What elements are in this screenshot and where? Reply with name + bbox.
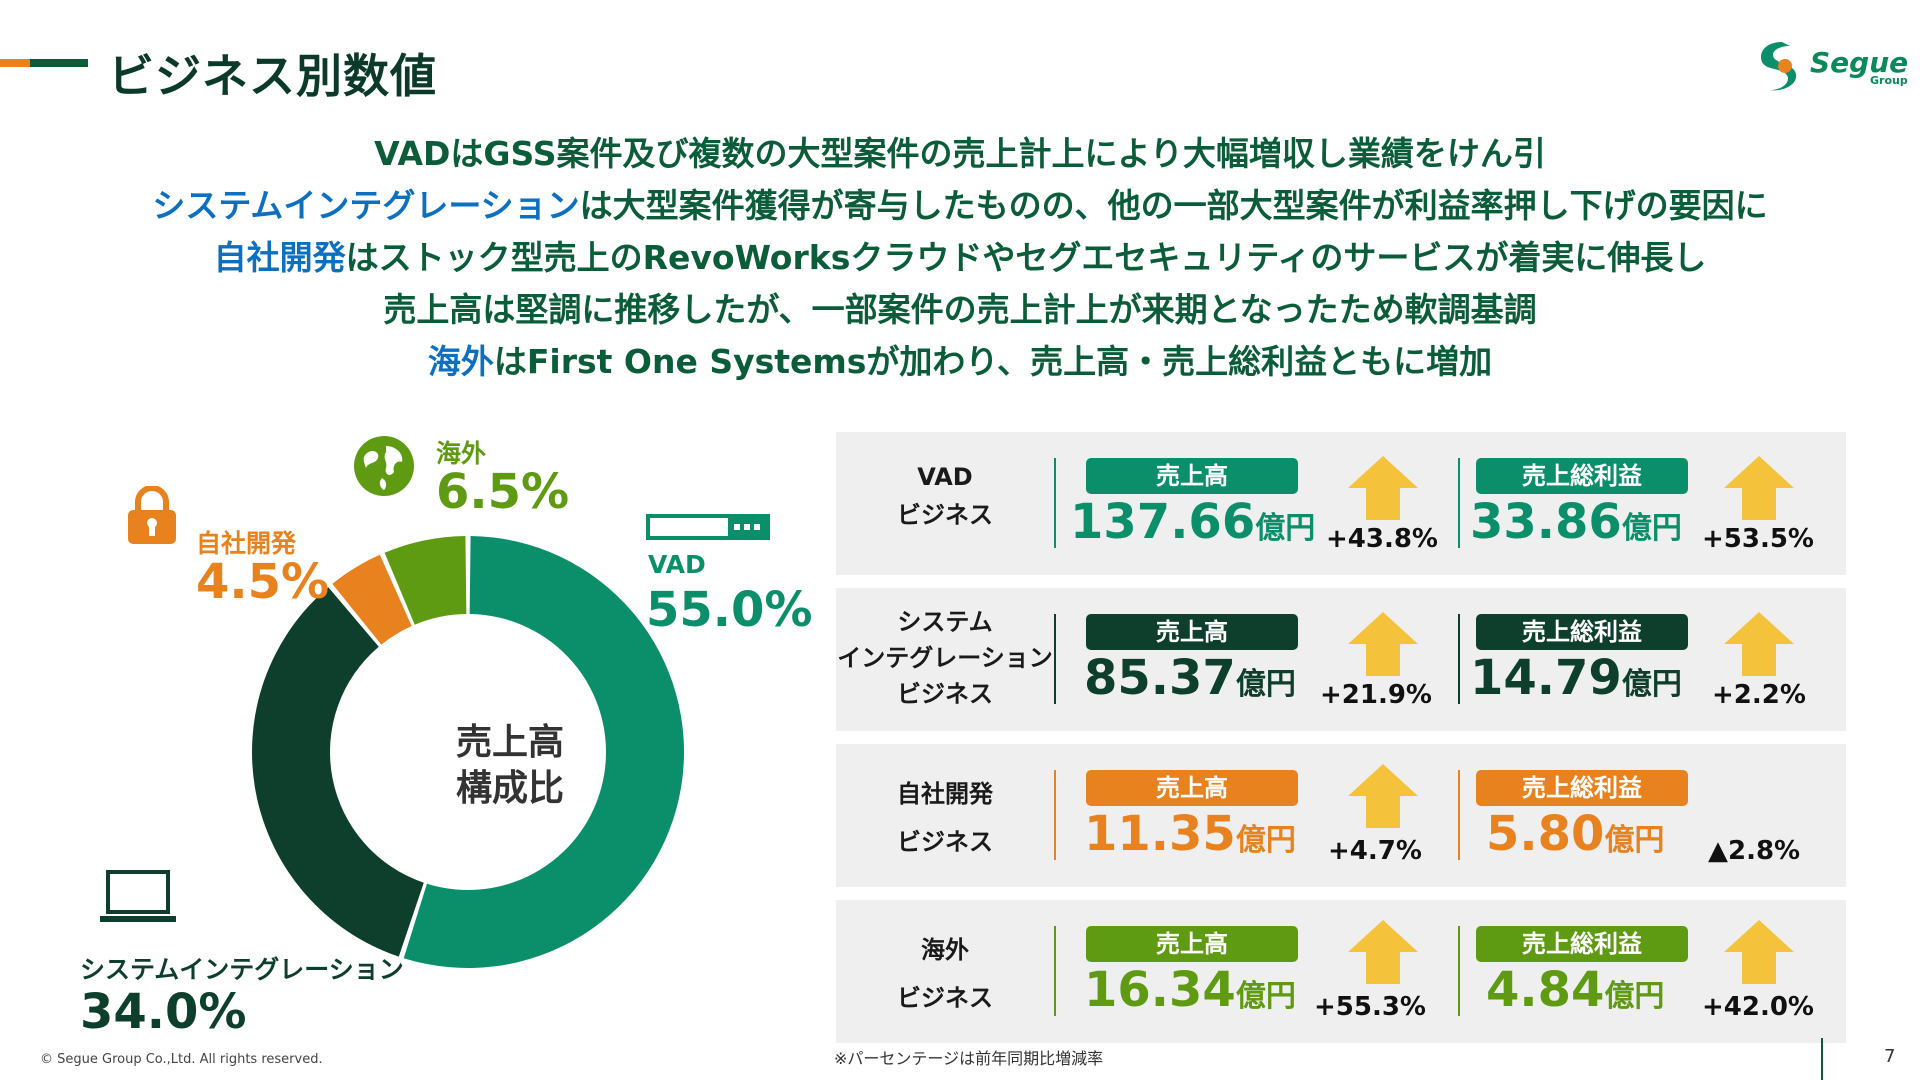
page-number-divider (1821, 1038, 1823, 1080)
center-label-line-2: 構成比 (455, 768, 564, 809)
own-dev-slice-pct: 4.5% (196, 554, 330, 610)
footnote: ※パーセンテージは前年同期比増減率 (834, 1049, 1104, 1068)
si-slice (251, 587, 424, 957)
row-si: システム インテグレーション ビジネス 売上高 85.37億円 +21.9% 売上総… (836, 588, 1846, 731)
copyright: © Segue Group Co.,Ltd. All rights reserv… (40, 1052, 323, 1067)
vad-slice-pct: 55.0% (646, 582, 813, 638)
laptop-icon (100, 870, 176, 922)
row-title: VAD ビジネス (897, 463, 993, 529)
row-title: 自社開発 ビジネス (897, 780, 993, 856)
row-title: 海外 ビジネス (897, 936, 993, 1012)
sales-change: +21.9% (1320, 680, 1432, 710)
summary-line-2: システムインテグレーションは大型案件獲得が寄与したものの、他の一部大型案件が利益… (152, 186, 1768, 225)
divider (1054, 614, 1056, 704)
donut-center-label: 売上高 構成比 (400, 720, 620, 812)
divider (1458, 926, 1460, 1016)
profit-label: 売上総利益 (1476, 614, 1688, 650)
globe-icon (354, 436, 414, 496)
sales-change: +55.3% (1314, 992, 1426, 1022)
summary: VADはGSS案件及び複数の大型案件の売上計上により大幅増収し業績をけん引 シス… (0, 128, 1920, 388)
own-dev-slice (332, 554, 412, 645)
title-accent-green (30, 59, 88, 67)
si-slice-name: システムインテグレーション (80, 955, 404, 984)
profit-up-arrow-icon (1724, 456, 1794, 520)
profit-label: 売上総利益 (1476, 770, 1688, 806)
sales-up-arrow-icon (1348, 612, 1418, 676)
profit-label: 売上総利益 (1476, 458, 1688, 494)
profit-value: 5.80億円 (1486, 806, 1665, 862)
divider (1458, 458, 1460, 548)
sales-label: 売上高 (1086, 614, 1298, 650)
sales-change: +4.7% (1328, 836, 1422, 866)
donut-chart-area: 売上高 構成比 VAD 55.0% 海外 6.5% 自社開発 4.5% システム… (40, 436, 840, 1060)
profit-label: 売上総利益 (1476, 926, 1688, 962)
overseas-slice-name: 海外 (436, 439, 487, 468)
sales-up-arrow-icon (1348, 764, 1418, 828)
vad-slice-name: VAD (648, 550, 706, 579)
row-title: システム インテグレーション ビジネス (837, 608, 1053, 708)
profit-change: +42.0% (1702, 992, 1814, 1022)
lock-icon (128, 486, 176, 544)
divider (1458, 770, 1460, 860)
divider (1054, 458, 1056, 548)
profit-change: ▲2.8% (1708, 836, 1801, 866)
logo-text: Segue (1810, 46, 1909, 79)
sales-label: 売上高 (1086, 770, 1298, 806)
divider (1458, 614, 1460, 704)
sales-up-arrow-icon (1348, 456, 1418, 520)
sales-label: 売上高 (1086, 458, 1298, 494)
sales-up-arrow-icon (1348, 920, 1418, 984)
sales-value: 137.66億円 (1070, 494, 1316, 550)
profit-up-arrow-icon (1724, 612, 1794, 676)
summary-line-4: 売上高は堅調に推移したが、一部案件の売上計上が来期となったため軟調基調 (383, 290, 1537, 329)
server-icon (646, 514, 770, 540)
sales-value: 11.35億円 (1084, 806, 1296, 862)
profit-up-arrow-icon (1724, 920, 1794, 984)
sales-label: 売上高 (1086, 926, 1298, 962)
donut-chart (251, 536, 684, 968)
row-own-dev: 自社開発 ビジネス 売上高 11.35億円 +4.7% 売上総利益 5.80億円 … (836, 744, 1846, 887)
sales-value: 16.34億円 (1084, 962, 1296, 1018)
profit-value: 14.79億円 (1470, 650, 1682, 706)
divider (1054, 926, 1056, 1016)
si-slice-pct: 34.0% (80, 984, 247, 1040)
profit-value: 33.86億円 (1470, 494, 1682, 550)
row-overseas: 海外 ビジネス 売上高 16.34億円 +55.3% 売上総利益 4.84億円 +… (836, 900, 1846, 1043)
own-dev-slice-name: 自社開発 (196, 529, 297, 558)
overseas-slice (384, 536, 467, 625)
divider (1054, 770, 1056, 860)
sales-value: 85.37億円 (1084, 650, 1296, 706)
title-accent-orange (0, 59, 30, 67)
profit-change: +2.2% (1712, 680, 1806, 710)
profit-value: 4.84億円 (1486, 962, 1665, 1018)
vad-slice (403, 536, 684, 968)
summary-line-3: 自社開発はストック型売上のRevoWorksクラウドやセグエセキュリティのサービ… (213, 238, 1707, 277)
overseas-slice-pct: 6.5% (436, 464, 570, 520)
row-vad: VAD ビジネス 売上高 137.66億円 +43.8% 売上総利益 33.86億… (836, 432, 1846, 575)
summary-line-5: 海外はFirst One Systemsが加わり、売上高・売上総利益ともに増加 (427, 342, 1493, 381)
segue-logo-icon (1760, 42, 1797, 91)
center-label-line-1: 売上高 (455, 722, 564, 763)
page-number: 7 (1884, 1046, 1896, 1067)
logo-subtext: Group (1870, 74, 1908, 87)
sales-change: +43.8% (1326, 524, 1438, 554)
summary-line-1: VADはGSS案件及び複数の大型案件の売上計上により大幅増収し業績をけん引 (374, 134, 1546, 173)
page-title: ビジネス別数値 (108, 49, 437, 103)
profit-change: +53.5% (1702, 524, 1814, 554)
